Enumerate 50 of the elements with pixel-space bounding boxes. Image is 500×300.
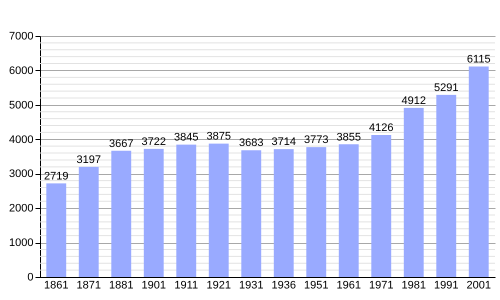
bar <box>241 150 262 277</box>
data-label: 3845 <box>174 132 198 144</box>
y-tick-label: 7000 <box>9 30 34 42</box>
data-label: 4912 <box>402 94 426 107</box>
y-tick-label: 3000 <box>9 168 34 180</box>
x-tick-label: 1981 <box>402 280 426 292</box>
y-tick-label: 0 <box>27 272 34 284</box>
x-tick-label: 1921 <box>206 280 231 292</box>
x-tick-label: 1871 <box>76 280 101 292</box>
bar <box>306 147 326 277</box>
bar <box>274 149 294 277</box>
x-tick-label: 1951 <box>304 280 328 292</box>
bar <box>176 144 196 277</box>
bar <box>78 166 99 277</box>
bar <box>208 144 229 277</box>
data-label: 6115 <box>466 53 491 66</box>
x-tick-label: 1861 <box>44 280 68 292</box>
data-label: 4126 <box>369 122 394 134</box>
bar <box>46 183 66 277</box>
data-label: 2719 <box>44 170 68 182</box>
x-tick-label: 1971 <box>369 280 394 292</box>
data-label: 3714 <box>272 136 296 148</box>
y-tick-label: 6000 <box>9 64 34 77</box>
bar <box>144 148 164 277</box>
data-label: 5291 <box>434 82 458 94</box>
bar <box>468 66 489 277</box>
y-tick-label: 4000 <box>9 134 34 146</box>
data-label: 3773 <box>304 134 328 146</box>
data-label: 3722 <box>142 136 166 148</box>
x-tick-label: 1901 <box>142 280 166 292</box>
bar <box>371 134 392 277</box>
x-tick-label: 1961 <box>336 280 361 292</box>
data-label: 3683 <box>239 137 264 150</box>
y-tick-label: 5000 <box>9 99 34 112</box>
x-tick-label: 1881 <box>109 280 134 292</box>
data-label: 3197 <box>76 154 101 166</box>
x-tick-label: 1931 <box>239 280 264 292</box>
x-tick-label: 2001 <box>466 280 491 292</box>
x-tick-label: 1991 <box>434 280 458 292</box>
y-tick-label: 2000 <box>9 202 34 215</box>
bar <box>111 150 132 277</box>
bar <box>404 108 424 277</box>
x-tick-label: 1911 <box>174 280 198 292</box>
x-tick-label: 1936 <box>272 280 296 292</box>
data-label: 3667 <box>109 138 134 150</box>
data-label: 3855 <box>336 131 361 144</box>
y-tick-label: 1000 <box>9 237 34 250</box>
bar <box>338 144 359 277</box>
data-label: 3875 <box>206 130 231 143</box>
bar <box>436 94 456 277</box>
